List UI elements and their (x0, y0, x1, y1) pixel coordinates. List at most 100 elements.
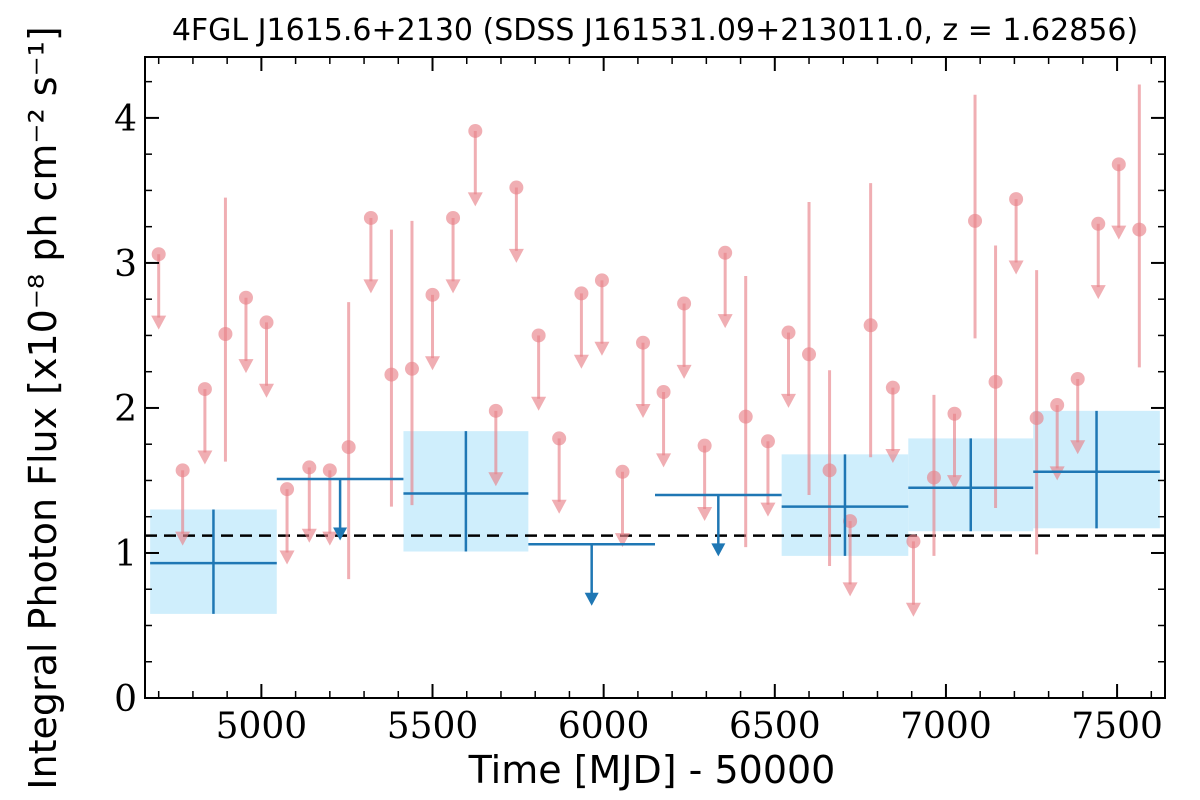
upper-limit-marker (718, 245, 733, 260)
flux-data-point (341, 440, 356, 455)
upper-limit-marker (615, 464, 630, 479)
upper-limit-arrow (1070, 440, 1086, 455)
upper-limit-marker (781, 325, 796, 340)
upper-limit-arrow (531, 396, 547, 411)
axis-tick-labels: 5000 5500 6000 6500 7000 7500 0 1 2 3 4 (114, 99, 1163, 747)
short-bin-series (151, 84, 1147, 617)
upper-limit-arrow (697, 507, 713, 522)
upper-limit-arrow (445, 279, 461, 294)
flux-data-point (988, 374, 1003, 389)
flux-data-point (738, 409, 753, 424)
upper-limit-arrow (760, 502, 776, 517)
upper-limit-marker (636, 335, 651, 350)
flux-data-point (1132, 222, 1147, 237)
upper-limit-marker (280, 482, 295, 497)
flux-data-point (218, 326, 233, 341)
flux-data-point (926, 470, 941, 485)
y-tick-label: 0 (114, 679, 137, 720)
long-bin-upper-limit-arrow (711, 543, 726, 557)
flux-data-point (404, 361, 419, 376)
upper-limit-marker (468, 123, 483, 138)
upper-limit-arrow (1111, 225, 1127, 240)
upper-limit-marker (843, 514, 858, 529)
upper-limit-arrow (279, 550, 295, 565)
flux-data-point (802, 347, 817, 362)
upper-limit-arrow (551, 499, 567, 514)
long-bin-series (150, 410, 1160, 614)
upper-limit-marker (509, 180, 524, 195)
long-bin-upper-limit-arrow (584, 592, 599, 606)
upper-limit-marker (947, 406, 962, 421)
upper-limit-marker (425, 287, 440, 302)
upper-limit-arrow (635, 404, 651, 419)
upper-limit-marker (594, 273, 609, 288)
upper-limit-marker (760, 434, 775, 449)
x-axis-label: Time [MJD] - 50000 (468, 748, 836, 792)
upper-limit-arrow (175, 531, 191, 546)
upper-limit-arrow (946, 475, 962, 490)
upper-limit-marker (488, 403, 503, 418)
upper-limit-arrow (614, 533, 630, 548)
flux-data-point (1029, 411, 1044, 426)
upper-limit-arrow (1049, 466, 1065, 481)
upper-limit-arrow (197, 450, 213, 465)
upper-limit-marker (656, 385, 671, 400)
x-tick-label: 5000 (216, 706, 308, 747)
upper-limit-arrow (594, 341, 610, 356)
plot-frame (144, 56, 1166, 699)
upper-limit-arrow (842, 582, 858, 597)
upper-limit-arrow (1008, 260, 1024, 275)
upper-limit-arrow (573, 354, 589, 369)
upper-limit-arrow (363, 279, 379, 294)
upper-limit-marker (322, 463, 337, 478)
upper-limit-arrow (425, 356, 441, 371)
upper-limit-marker (151, 247, 166, 262)
upper-limit-marker (197, 382, 212, 397)
axis-ticks (145, 57, 1165, 699)
y-tick-label: 4 (114, 99, 137, 140)
y-tick-label: 1 (114, 534, 137, 575)
upper-limit-arrow (656, 453, 672, 468)
x-tick-label: 6000 (558, 706, 650, 747)
upper-limit-marker (552, 431, 567, 446)
upper-limit-arrow (508, 248, 524, 263)
flux-data-point (384, 367, 399, 382)
upper-limit-marker (531, 328, 546, 343)
chart-title: 4FGL J1615.6+2130 (SDSS J161531.09+21301… (172, 13, 1138, 48)
long-bin-upper-limit-arrow (333, 527, 348, 541)
x-tick-label: 7000 (900, 706, 992, 747)
flux-data-point (822, 463, 837, 478)
upper-limit-marker (697, 438, 712, 453)
upper-limit-arrow (238, 359, 254, 374)
upper-limit-marker (1070, 371, 1085, 386)
upper-limit-arrow (1090, 285, 1106, 300)
upper-limit-arrow (780, 393, 796, 408)
upper-limit-marker (363, 210, 378, 225)
upper-limit-arrow (905, 602, 921, 617)
long-bin-error-bands (150, 410, 1160, 614)
flux-data-point (968, 213, 983, 228)
upper-limit-marker (446, 210, 461, 225)
flux-data-point (863, 318, 878, 333)
x-tick-label: 5500 (387, 706, 479, 747)
y-tick-label: 3 (114, 244, 137, 285)
upper-limit-marker (238, 290, 253, 305)
upper-limit-marker (885, 380, 900, 395)
upper-limit-arrow (467, 192, 483, 207)
upper-limit-marker (175, 463, 190, 478)
upper-limit-marker (1009, 192, 1024, 207)
upper-limit-arrow (322, 531, 338, 546)
y-axis-label: Integral Photon Flux [x10⁻⁸ ph cm⁻² s⁻¹] (21, 26, 65, 789)
upper-limit-marker (906, 534, 921, 549)
upper-limit-arrow (488, 472, 504, 487)
upper-limit-marker (1091, 216, 1106, 231)
x-tick-label: 6500 (729, 706, 821, 747)
x-tick-label: 7500 (1071, 706, 1163, 747)
upper-limit-arrow (301, 528, 317, 543)
upper-limit-arrow (259, 383, 275, 398)
upper-limit-arrow (885, 449, 901, 464)
upper-limit-marker (1111, 157, 1126, 172)
upper-limit-arrow (676, 364, 692, 379)
upper-limit-arrow (717, 314, 733, 329)
